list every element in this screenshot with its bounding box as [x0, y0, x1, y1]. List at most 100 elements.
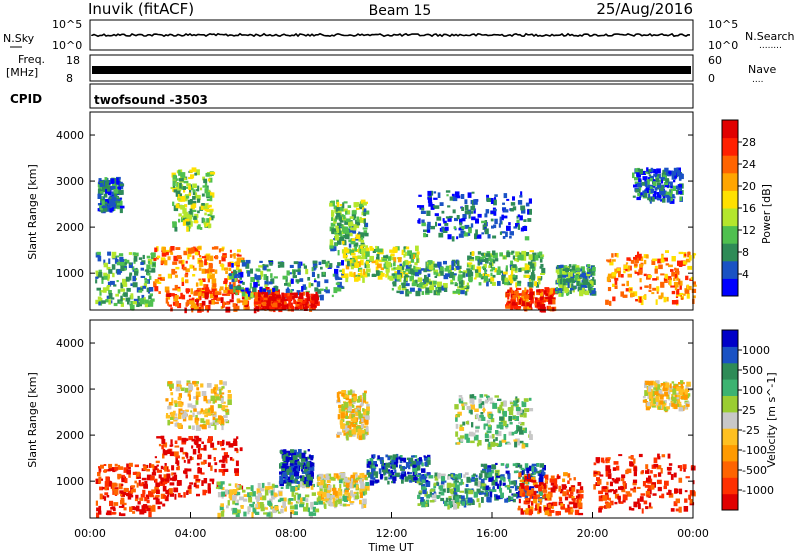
- scatter-cell: [198, 261, 204, 268]
- scatter-cell: [664, 297, 667, 302]
- scatter-cell: [175, 455, 180, 459]
- scatter-cell: [348, 430, 353, 436]
- scatter-cell: [611, 253, 614, 258]
- scatter-cell: [334, 501, 337, 506]
- scatter-cell: [498, 485, 502, 492]
- nave-label: Nave: [748, 63, 776, 76]
- scatter-cell: [557, 288, 562, 293]
- scatter-cell: [224, 278, 228, 283]
- scatter-cell: [612, 283, 615, 287]
- scatter-cell: [97, 254, 100, 257]
- scatter-cell: [155, 495, 160, 498]
- scatter-cell: [620, 291, 624, 297]
- scatter-cell: [452, 273, 457, 276]
- scatter-cell: [181, 278, 184, 281]
- scatter-cell: [363, 218, 366, 224]
- freq-right-tick-top: 60: [708, 54, 722, 67]
- scatter-cell: [509, 422, 513, 425]
- scatter-cell: [154, 496, 159, 500]
- scatter-cell: [478, 477, 482, 480]
- scatter-cell: [122, 283, 128, 287]
- scatter-cell: [338, 479, 343, 484]
- scatter-cell: [458, 233, 464, 238]
- scatter-cell: [425, 479, 429, 485]
- scatter-cell: [468, 276, 473, 282]
- scatter-cell: [589, 271, 593, 277]
- scatter-cell: [211, 287, 216, 292]
- scatter-cell: [536, 463, 540, 467]
- scatter-cell: [119, 256, 124, 261]
- scatter-cell: [688, 255, 692, 261]
- scatter-cell: [213, 387, 216, 392]
- scatter-cell: [418, 282, 424, 285]
- scatter-cell: [480, 252, 485, 256]
- scatter-cell: [215, 486, 220, 489]
- scatter-cell: [214, 294, 218, 298]
- scatter-cell: [190, 288, 193, 295]
- scatter-cell: [587, 282, 590, 288]
- scatter-cell: [165, 496, 169, 502]
- scatter-cell: [404, 476, 409, 482]
- scatter-cell: [366, 406, 370, 412]
- scatter-cell: [328, 490, 331, 493]
- scatter-cell: [616, 253, 619, 258]
- scatter-cell: [160, 278, 165, 281]
- scatter-cell: [433, 263, 438, 268]
- scatter-cell: [114, 204, 118, 207]
- scatter-cell: [661, 253, 664, 257]
- scatter-cell: [195, 282, 199, 287]
- scatter-cell: [493, 199, 497, 206]
- scatter-cell: [466, 282, 469, 286]
- scatter-cell: [191, 438, 196, 442]
- scatter-cell: [146, 468, 150, 472]
- scatter-cell: [479, 486, 484, 489]
- scatter-cell: [351, 252, 356, 256]
- scatter-cell: [196, 387, 200, 391]
- scatter-cell: [286, 466, 292, 473]
- scatter-cell: [378, 468, 382, 475]
- scatter-cell: [560, 291, 564, 297]
- scatter-cell: [404, 283, 410, 287]
- scatter-cell: [454, 477, 458, 483]
- scatter-cell: [120, 513, 126, 517]
- scatter-cell: [519, 464, 523, 469]
- scatter-cell: [104, 198, 109, 205]
- scatter-cell: [112, 507, 116, 512]
- scatter-cell: [210, 171, 216, 175]
- scatter-cell: [361, 418, 364, 423]
- scatter-cell: [190, 456, 194, 460]
- scatter-cell: [240, 505, 244, 509]
- scatter-cell: [308, 304, 312, 307]
- scatter-cell: [427, 287, 433, 294]
- scatter-cell: [298, 482, 303, 488]
- scatter-cell: [569, 487, 574, 491]
- scatter-cell: [652, 169, 657, 173]
- scatter-cell: [430, 204, 435, 210]
- scatter-cell: [453, 474, 458, 479]
- scatter-cell: [128, 252, 132, 255]
- scatter-cell: [214, 389, 217, 392]
- scatter-cell: [188, 485, 192, 489]
- scatter-cell: [318, 500, 323, 505]
- scatter-cell: [357, 431, 362, 435]
- scatter-cell: [147, 272, 151, 276]
- scatter-cell: [358, 413, 363, 419]
- scatter-cell: [679, 280, 683, 286]
- scatter-cell: [352, 493, 357, 498]
- scatter-cell: [479, 473, 483, 478]
- nave-label-dots: ....: [752, 75, 763, 85]
- scatter-cell: [488, 255, 492, 262]
- scatter-cell: [203, 478, 208, 484]
- scatter-cell: [185, 474, 188, 479]
- scatter-cell: [353, 203, 357, 208]
- scatter-cell: [452, 209, 456, 214]
- scatter-cell: [100, 196, 104, 200]
- scatter-cell: [267, 500, 272, 506]
- scatter-cell: [125, 492, 130, 497]
- scatter-cell: [447, 205, 451, 208]
- scatter-cell: [635, 299, 639, 302]
- scatter-cell: [564, 286, 569, 289]
- scatter-cell: [119, 466, 124, 470]
- scatter-cell: [224, 267, 229, 271]
- scatter-cell: [188, 192, 191, 197]
